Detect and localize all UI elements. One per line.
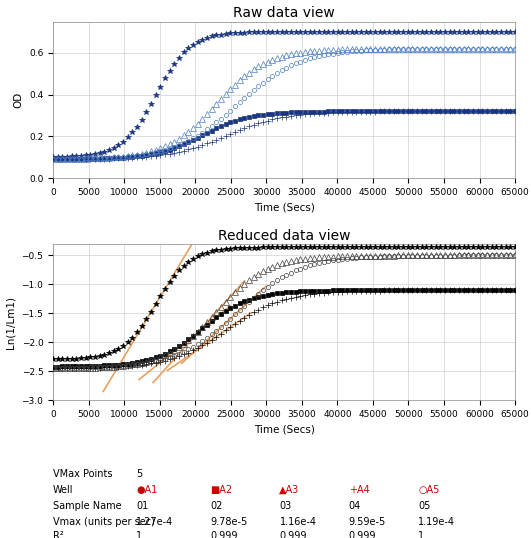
- Text: 04: 04: [349, 501, 361, 511]
- Y-axis label: Ln(1/Lm1): Ln(1/Lm1): [6, 295, 16, 349]
- Text: VMax Points: VMax Points: [53, 470, 113, 479]
- Text: 1.27e-4: 1.27e-4: [136, 516, 174, 527]
- Text: 0.999: 0.999: [210, 532, 238, 538]
- Text: ▲A3: ▲A3: [279, 485, 299, 495]
- X-axis label: Time (Secs): Time (Secs): [254, 202, 314, 213]
- Text: Sample Name: Sample Name: [53, 501, 122, 511]
- Y-axis label: OD: OD: [13, 91, 23, 108]
- Text: ●A1: ●A1: [136, 485, 158, 495]
- Text: 01: 01: [136, 501, 149, 511]
- Title: Reduced data view: Reduced data view: [218, 229, 350, 243]
- Text: 0.999: 0.999: [279, 532, 307, 538]
- Title: Raw data view: Raw data view: [233, 6, 335, 20]
- Text: R²: R²: [53, 532, 64, 538]
- Text: 1.16e-4: 1.16e-4: [279, 516, 316, 527]
- Text: 1.19e-4: 1.19e-4: [418, 516, 455, 527]
- Text: 05: 05: [418, 501, 431, 511]
- Text: ■A2: ■A2: [210, 485, 232, 495]
- X-axis label: Time (Secs): Time (Secs): [254, 424, 314, 435]
- Text: Well: Well: [53, 485, 74, 495]
- Text: 9.78e-5: 9.78e-5: [210, 516, 247, 527]
- Text: 03: 03: [279, 501, 292, 511]
- Text: 1: 1: [418, 532, 424, 538]
- Text: +A4: +A4: [349, 485, 370, 495]
- Text: Vmax (units per sec): Vmax (units per sec): [53, 516, 155, 527]
- Text: 1: 1: [136, 532, 142, 538]
- Text: 9.59e-5: 9.59e-5: [349, 516, 386, 527]
- Text: 0.999: 0.999: [349, 532, 376, 538]
- Text: ○A5: ○A5: [418, 485, 440, 495]
- Text: 5: 5: [136, 470, 142, 479]
- Text: 02: 02: [210, 501, 222, 511]
